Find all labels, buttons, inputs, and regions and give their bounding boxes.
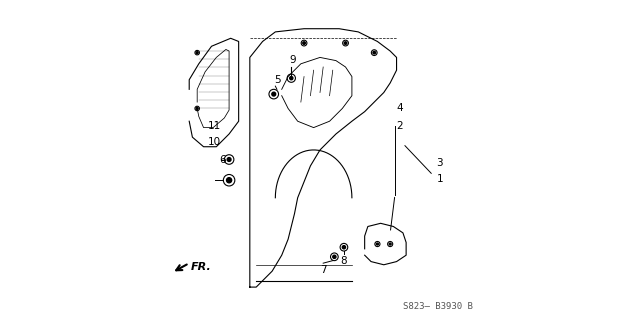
Text: 6: 6 [220,155,226,166]
Circle shape [373,51,376,54]
Circle shape [290,77,293,80]
Circle shape [344,42,347,44]
Circle shape [333,255,336,258]
Circle shape [196,52,198,54]
Circle shape [389,243,391,245]
Circle shape [272,92,276,96]
Text: 11: 11 [208,121,221,131]
Text: 8: 8 [340,256,346,266]
Text: 10: 10 [208,137,221,147]
Text: S823– B3930 B: S823– B3930 B [403,302,473,311]
Text: 9: 9 [290,56,296,65]
Text: 5: 5 [274,75,280,85]
Circle shape [342,246,346,249]
Circle shape [303,42,305,44]
Text: 3: 3 [436,158,443,168]
Text: 2: 2 [397,121,403,131]
Text: FR.: FR. [191,262,212,271]
Circle shape [196,108,198,109]
Text: 7: 7 [320,265,326,275]
Circle shape [376,243,378,245]
Text: 4: 4 [397,103,403,114]
Circle shape [227,158,231,161]
Text: 1: 1 [436,174,443,184]
Circle shape [227,178,232,183]
